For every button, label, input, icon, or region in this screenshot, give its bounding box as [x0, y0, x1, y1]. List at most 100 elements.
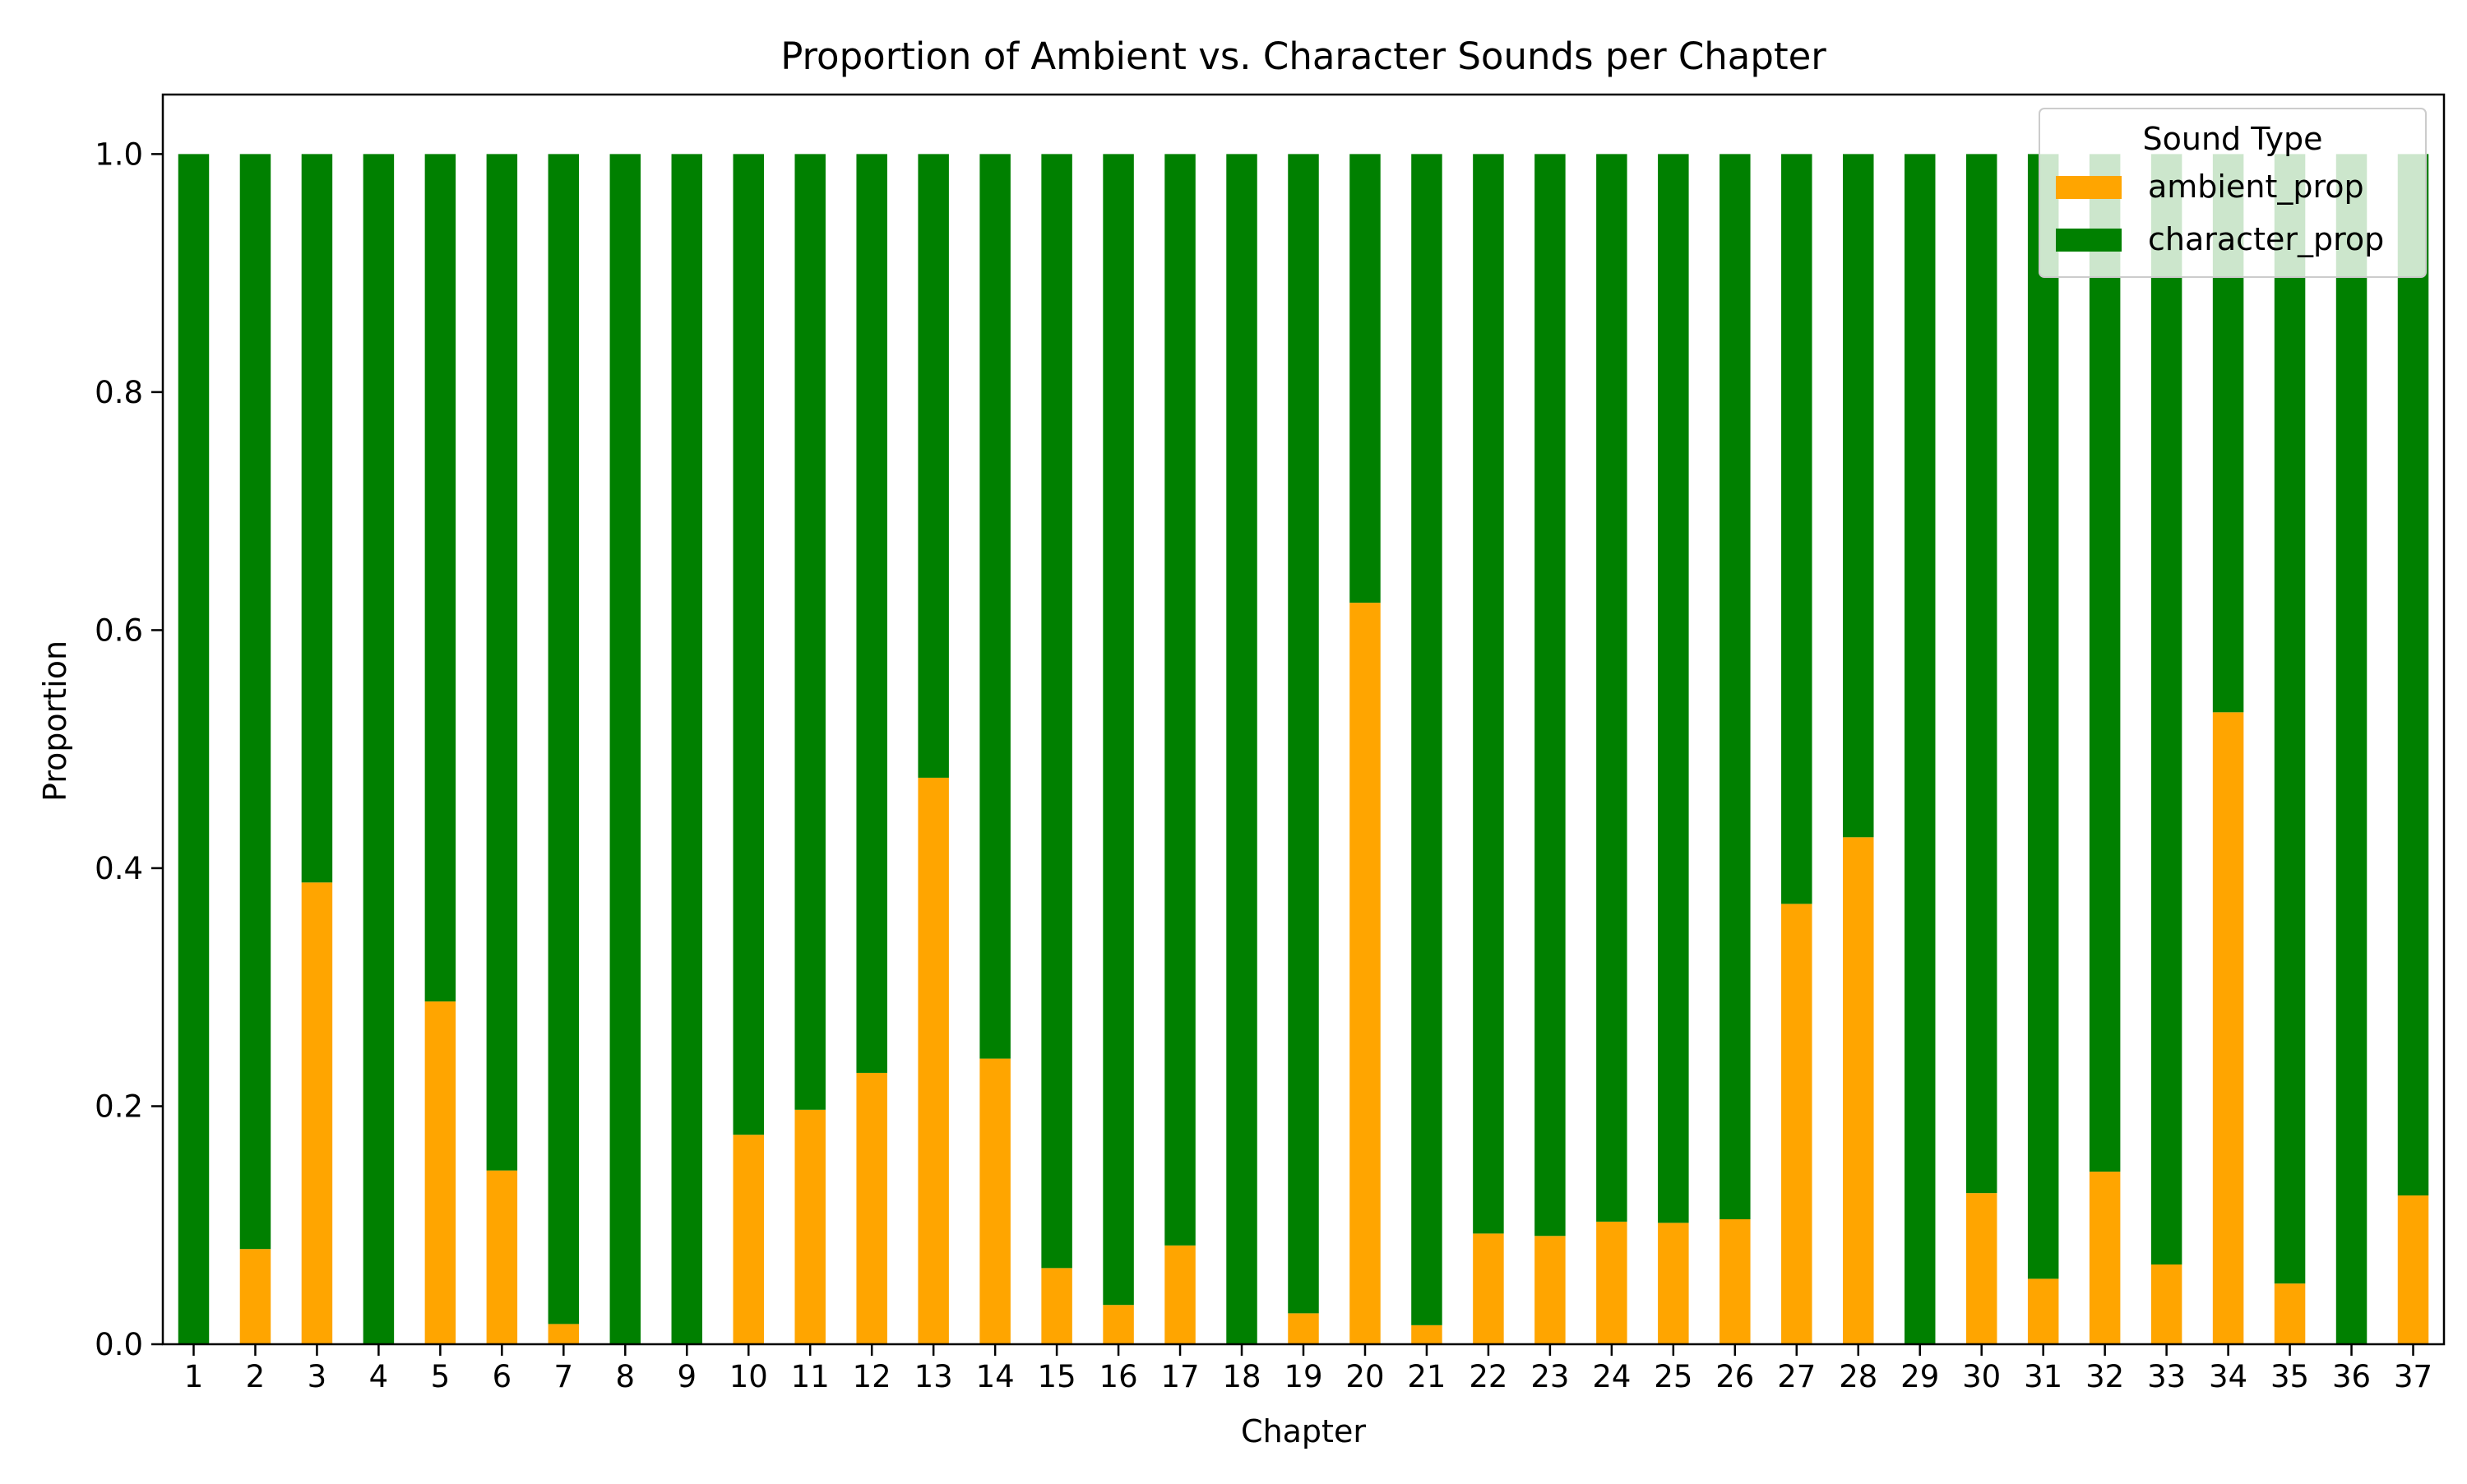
bar-character_prop-chapter-35 — [2274, 154, 2306, 1284]
x-tick-label: 17 — [1161, 1359, 1200, 1394]
bar-character_prop-chapter-24 — [1596, 154, 1627, 1222]
bar-ambient_prop-chapter-17 — [1164, 1245, 1196, 1344]
bar-character_prop-chapter-3 — [301, 154, 333, 883]
x-tick-label: 5 — [431, 1359, 451, 1394]
bar-ambient_prop-chapter-28 — [1843, 837, 1874, 1344]
bar-character_prop-chapter-13 — [918, 154, 949, 778]
bar-character_prop-chapter-29 — [1904, 154, 1936, 1344]
bar-character_prop-chapter-20 — [1349, 154, 1381, 603]
x-tick-label: 8 — [616, 1359, 636, 1394]
bar-ambient_prop-chapter-24 — [1596, 1221, 1627, 1344]
x-tick-label: 27 — [1777, 1359, 1816, 1394]
x-tick-label: 2 — [246, 1359, 266, 1394]
bar-character_prop-chapter-32 — [2089, 154, 2121, 1172]
bar-character_prop-chapter-17 — [1164, 154, 1196, 1246]
bar-character_prop-chapter-4 — [363, 154, 395, 1344]
x-tick-label: 7 — [554, 1359, 574, 1394]
bar-character_prop-chapter-14 — [979, 154, 1011, 1059]
legend-swatch-character_prop — [2056, 229, 2122, 252]
bar-ambient_prop-chapter-37 — [2397, 1195, 2429, 1344]
x-tick-label: 34 — [2209, 1359, 2247, 1394]
x-axis-label: Chapter — [1241, 1413, 1366, 1449]
legend-title: Sound Type — [2142, 121, 2322, 157]
x-tick-label: 23 — [1530, 1359, 1569, 1394]
bar-ambient_prop-chapter-25 — [1658, 1223, 1689, 1344]
bar-ambient_prop-chapter-22 — [1473, 1233, 1504, 1344]
bar-character_prop-chapter-12 — [856, 154, 887, 1073]
bar-character_prop-chapter-37 — [2397, 154, 2429, 1196]
legend-entries: ambient_prop character_prop — [2056, 169, 2384, 257]
x-tick-label: 29 — [1900, 1359, 1939, 1394]
x-tick-label: 3 — [308, 1359, 327, 1394]
bar-character_prop-chapter-2 — [239, 154, 271, 1250]
x-tick-label: 6 — [493, 1359, 512, 1394]
y-tick-label: 0.6 — [95, 613, 143, 648]
bar-ambient_prop-chapter-3 — [301, 882, 333, 1344]
bar-ambient_prop-chapter-27 — [1781, 904, 1812, 1344]
x-tick-label: 20 — [1345, 1359, 1384, 1394]
bar-ambient_prop-chapter-33 — [2150, 1264, 2182, 1344]
x-tick-label: 9 — [677, 1359, 697, 1394]
bar-ambient_prop-chapter-21 — [1411, 1325, 1442, 1344]
bar-ambient_prop-chapter-6 — [486, 1170, 518, 1344]
bar-character_prop-chapter-31 — [2027, 154, 2059, 1279]
x-axis: 1 2 3 4 5 6 7 8 9 10 11 12 13 14 15 16 17 18 19 20 21 22 23 24 2… — [184, 1344, 2432, 1394]
x-tick-label: 4 — [369, 1359, 389, 1394]
bar-ambient_prop-chapter-32 — [2089, 1172, 2121, 1344]
x-tick-label: 25 — [1654, 1359, 1692, 1394]
y-axis-label: Proportion — [37, 640, 73, 802]
x-tick-label: 33 — [2147, 1359, 2186, 1394]
y-tick-label: 0.4 — [95, 851, 143, 886]
y-axis: 0.0 0.2 0.4 0.6 0.8 1.0 — [95, 136, 163, 1362]
x-tick-label: 12 — [853, 1359, 891, 1394]
x-tick-label: 35 — [2270, 1359, 2309, 1394]
x-tick-label: 24 — [1592, 1359, 1631, 1394]
y-tick-label: 0.0 — [95, 1327, 143, 1362]
x-tick-label: 15 — [1038, 1359, 1076, 1394]
bar-character_prop-chapter-36 — [2335, 154, 2367, 1344]
bar-character_prop-chapter-23 — [1534, 154, 1566, 1237]
bar-character_prop-chapter-7 — [548, 154, 580, 1325]
bar-ambient_prop-chapter-31 — [2027, 1278, 2059, 1344]
legend: Sound Type ambient_prop character_prop — [2039, 108, 2427, 278]
bar-character_prop-chapter-16 — [1103, 154, 1134, 1306]
x-tick-label: 36 — [2332, 1359, 2371, 1394]
x-tick-label: 13 — [914, 1359, 953, 1394]
bar-character_prop-chapter-10 — [733, 154, 764, 1135]
bar-ambient_prop-chapter-11 — [794, 1109, 826, 1344]
bar-ambient_prop-chapter-20 — [1349, 603, 1381, 1344]
x-tick-label: 31 — [2024, 1359, 2062, 1394]
x-tick-label: 32 — [2085, 1359, 2124, 1394]
bar-ambient_prop-chapter-34 — [2212, 712, 2244, 1344]
bar-character_prop-chapter-9 — [671, 154, 703, 1344]
bars-layer — [178, 154, 2429, 1344]
y-tick-label: 1.0 — [95, 136, 143, 172]
bar-ambient_prop-chapter-35 — [2274, 1283, 2306, 1344]
bar-ambient_prop-chapter-7 — [548, 1324, 580, 1344]
bar-character_prop-chapter-18 — [1226, 154, 1257, 1344]
bar-character_prop-chapter-21 — [1411, 154, 1442, 1325]
legend-label-ambient_prop: ambient_prop — [2148, 169, 2364, 205]
chart-title: Proportion of Ambient vs. Character Soun… — [780, 35, 1826, 78]
bar-character_prop-chapter-27 — [1781, 154, 1812, 904]
x-tick-label: 18 — [1222, 1359, 1261, 1394]
bar-character_prop-chapter-8 — [609, 154, 641, 1344]
x-tick-label: 14 — [976, 1359, 1015, 1394]
x-tick-label: 16 — [1099, 1359, 1138, 1394]
x-tick-label: 11 — [791, 1359, 830, 1394]
x-tick-label: 1 — [184, 1359, 204, 1394]
bar-ambient_prop-chapter-23 — [1534, 1236, 1566, 1344]
bar-character_prop-chapter-1 — [178, 154, 210, 1344]
bar-character_prop-chapter-11 — [794, 154, 826, 1110]
y-tick-label: 0.8 — [95, 375, 143, 410]
bar-ambient_prop-chapter-30 — [1965, 1193, 1997, 1344]
bar-ambient_prop-chapter-10 — [733, 1135, 764, 1344]
bar-character_prop-chapter-30 — [1965, 154, 1997, 1194]
bar-character_prop-chapter-22 — [1473, 154, 1504, 1234]
bar-ambient_prop-chapter-26 — [1719, 1219, 1751, 1344]
x-tick-label: 19 — [1284, 1359, 1322, 1394]
y-tick-label: 0.2 — [95, 1089, 143, 1124]
x-tick-label: 30 — [1962, 1359, 2001, 1394]
x-tick-label: 21 — [1407, 1359, 1446, 1394]
